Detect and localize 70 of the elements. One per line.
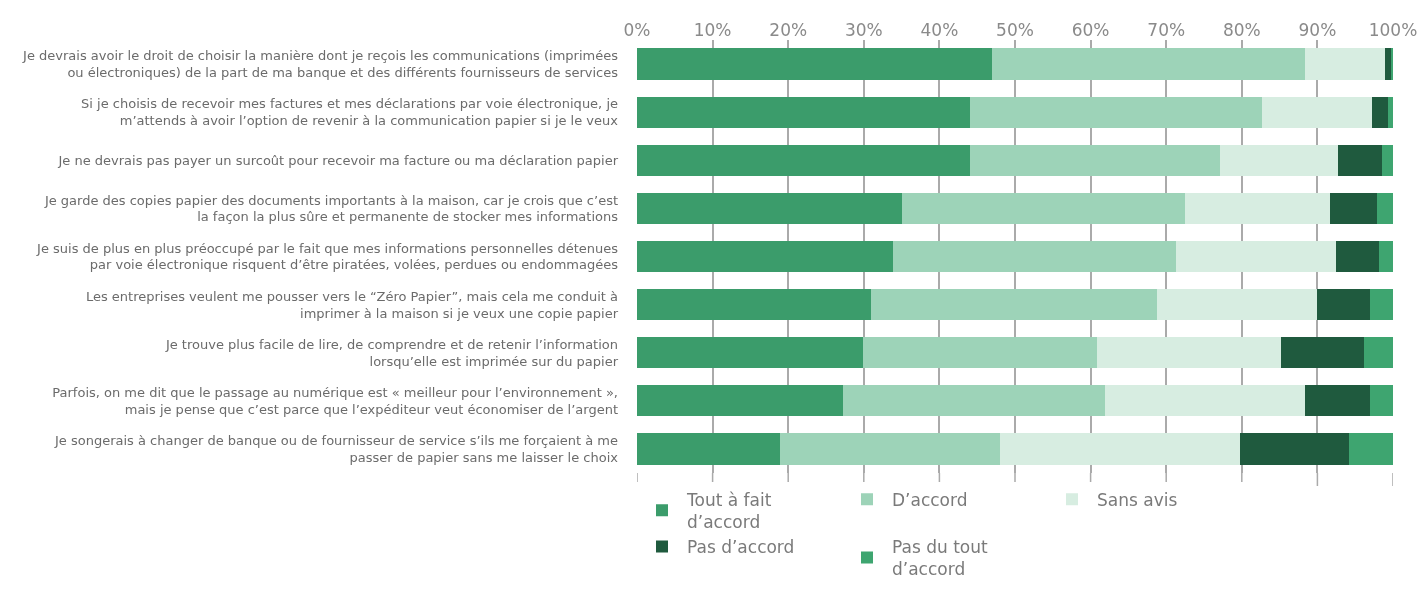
y-tick-label: Parfois, on me dit que le passage au numérique est « meilleur pour l’environnement », mais je pense que c’est parce que l’expéditeur veut économiser de l’argent xyxy=(52,384,618,417)
bar xyxy=(1305,48,1386,80)
bar xyxy=(999,433,1240,465)
bar xyxy=(1330,192,1378,225)
bar xyxy=(1363,337,1393,369)
y-tick-label: Les entreprises veulent me pousser vers le “Zéro Papier”, mais cela me conduit à imprimer à la maison si je veux une copie papier xyxy=(85,288,619,321)
bar xyxy=(1219,144,1338,176)
x-tick-label: 70% xyxy=(1147,19,1186,40)
x-tick-label: 30% xyxy=(844,19,883,40)
bar xyxy=(637,240,893,273)
x-tick-label: 60% xyxy=(1071,19,1110,40)
bar xyxy=(1262,96,1372,128)
y-tick-label: Je devrais avoir le droit de choisir la manière dont je reçois les communications (imprimées ou électroniques) de la part de ma banque et des différents fournisseurs de services xyxy=(22,48,619,81)
bar xyxy=(902,192,1186,225)
y-tick-label: Je garde des copies papier des documents importants à la maison, car je crois que c’est la façon la plus sûre et permanente de stocker mes informations xyxy=(43,192,619,225)
bar xyxy=(637,288,872,321)
bar xyxy=(1371,96,1389,128)
x-tick-label: 80% xyxy=(1222,19,1261,40)
legend-label: D’accord xyxy=(892,489,968,510)
bar xyxy=(871,288,1158,321)
bar xyxy=(1281,337,1364,369)
bar xyxy=(970,96,1263,128)
bar xyxy=(637,192,903,225)
bar xyxy=(1239,433,1350,465)
bar xyxy=(1185,192,1331,225)
legend-label: Pas du tout d’accord xyxy=(892,537,988,580)
bar xyxy=(1385,48,1391,80)
bar xyxy=(1104,385,1305,417)
bar xyxy=(779,433,1000,465)
bar xyxy=(1304,385,1370,417)
bar xyxy=(1390,48,1393,80)
x-tick-label: 100% xyxy=(1368,19,1418,40)
bar xyxy=(637,144,970,176)
bar xyxy=(637,48,992,80)
bar xyxy=(637,96,971,128)
bar xyxy=(1379,240,1393,273)
bar xyxy=(1335,240,1380,273)
bar xyxy=(842,385,1105,417)
bar xyxy=(1369,385,1393,417)
x-tick-label: 10% xyxy=(693,19,732,40)
bar xyxy=(637,385,843,417)
bar xyxy=(1176,240,1336,273)
bar xyxy=(1096,337,1282,369)
bar xyxy=(637,433,780,465)
bar xyxy=(991,48,1306,80)
bar xyxy=(892,240,1177,273)
x-tick-label: 20% xyxy=(769,19,808,40)
bar xyxy=(1316,288,1371,321)
bar xyxy=(1388,96,1393,128)
x-tick-label: 90% xyxy=(1298,19,1337,40)
bar xyxy=(1377,192,1393,225)
bar xyxy=(1370,288,1393,321)
bar xyxy=(1157,288,1317,321)
x-tick-label: 0% xyxy=(623,19,651,40)
x-tick-label: 40% xyxy=(920,19,959,40)
y-tick-label: Je trouve plus facile de lire, de comprendre et de retenir l’information lorsqu’elle est imprimée sur du papier xyxy=(164,336,619,369)
legend-label: Sans avis xyxy=(1097,489,1178,510)
y-tick-label: Je suis de plus en plus préoccupé par le fait que mes informations personnelles détenues par voie électronique risquent d’être piratées, volées, perdues ou endommagées xyxy=(36,240,619,273)
bar xyxy=(637,337,864,369)
bar xyxy=(863,337,1097,369)
legend-label: Tout à fait d’accord xyxy=(686,489,772,532)
y-tick-label: Je songerais à changer de banque ou de fournisseur de service s’ils me forçaient à me passer de papier sans me laisser le choix xyxy=(53,433,619,465)
x-tick-label: 50% xyxy=(996,19,1034,40)
bar xyxy=(1349,433,1393,465)
bar xyxy=(1337,144,1382,176)
legend-label: Pas d’accord xyxy=(687,537,795,558)
y-tick-label: Je ne devrais pas payer un surcoût pour recevoir ma facture ou ma déclaration papier xyxy=(57,152,619,168)
bar xyxy=(1381,144,1393,176)
bar xyxy=(969,144,1220,176)
y-tick-label: Si je choisis de recevoir mes factures et mes déclarations par voie électronique, je m’attends à avoir l’option de revenir à la communication papier si je le veux xyxy=(81,96,619,129)
